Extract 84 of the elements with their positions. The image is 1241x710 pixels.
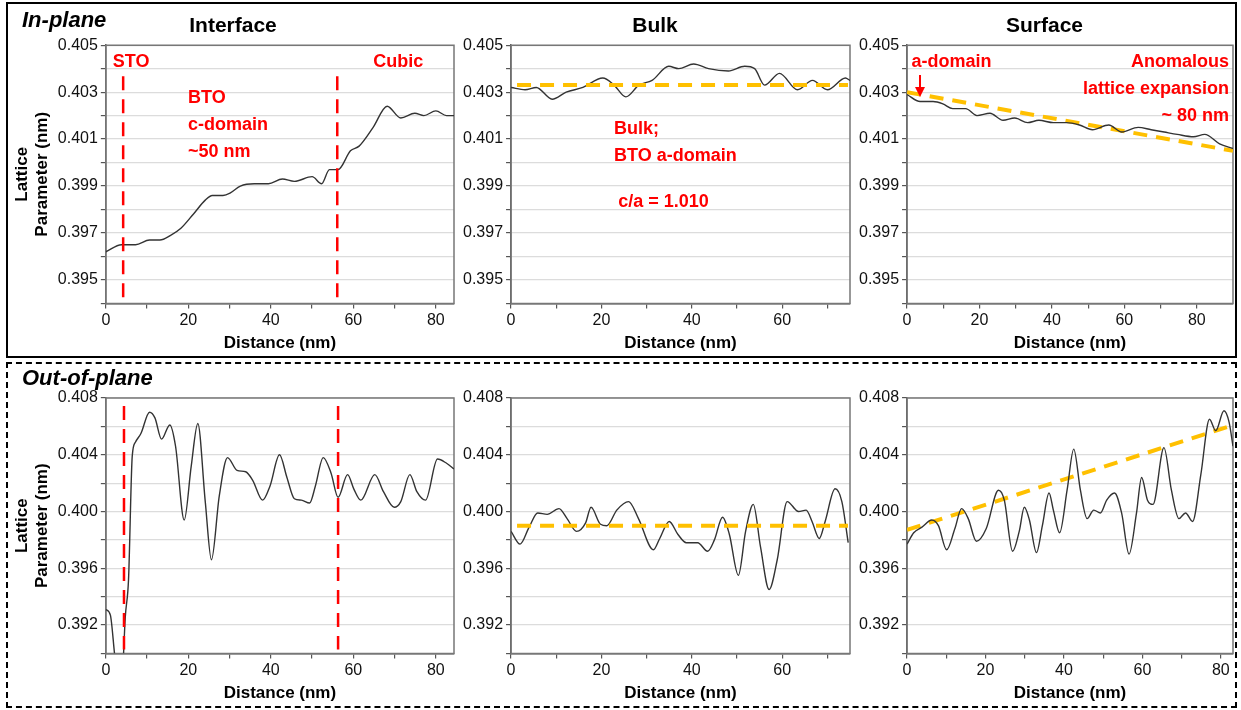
y-tick-label: 0.396 — [858, 558, 900, 576]
x-tick-label: 20 — [976, 661, 995, 679]
x-tick-label: 20 — [970, 311, 989, 329]
x-tick-label: 40 — [1055, 661, 1073, 679]
y-tick-label: 0.403 — [858, 82, 900, 100]
annotation: a-domain — [911, 50, 992, 71]
y-tick-label: 0.401 — [858, 129, 900, 147]
y-tick-label: 0.399 — [57, 176, 98, 194]
annotation: Anomalous lattice expansion ~ 80 nm — [1082, 50, 1229, 125]
x-tick-label: 40 — [682, 311, 701, 329]
x-axis-title: Distance (nm) — [1013, 333, 1127, 353]
y-tick-label: 0.396 — [57, 558, 98, 576]
y-axis-title: Lattice Parameter (nm) — [11, 463, 52, 589]
chart-title: Interface — [189, 13, 277, 37]
y-tick-label: 0.399 — [462, 176, 504, 194]
annotation: c/a = 1.010 — [618, 191, 709, 212]
y-tick-label: 0.399 — [858, 176, 900, 194]
y-tick-label: 0.408 — [462, 388, 504, 406]
y-tick-label: 0.405 — [462, 35, 504, 53]
annotation: STO — [112, 50, 150, 71]
y-tick-label: 0.397 — [57, 223, 98, 241]
y-tick-label: 0.403 — [57, 82, 98, 100]
chart-title: Surface — [1005, 13, 1084, 37]
x-tick-label: 80 — [1187, 311, 1206, 329]
y-tick-label: 0.405 — [858, 35, 900, 53]
y-tick-label: 0.396 — [462, 558, 504, 576]
line-series — [105, 105, 454, 253]
annotation: Bulk; BTO a-domain — [614, 118, 737, 166]
y-tick-label: 0.405 — [57, 35, 98, 53]
x-tick-label: 40 — [261, 661, 280, 679]
x-tick-label: 60 — [344, 661, 363, 679]
y-tick-label: 0.392 — [57, 615, 98, 633]
y-axis-title: Lattice Parameter (nm) — [11, 111, 52, 237]
x-tick-label: 80 — [426, 661, 445, 679]
y-tick-label: 0.404 — [462, 445, 504, 463]
x-tick-label: 20 — [592, 661, 611, 679]
x-axis-title: Distance (nm) — [223, 333, 337, 353]
x-tick-label: 0 — [902, 661, 912, 679]
x-tick-label: 0 — [101, 311, 111, 329]
x-tick-label: 60 — [773, 661, 792, 679]
chart-subtitle: Out-of-plane — [22, 365, 153, 391]
y-tick-label: 0.397 — [462, 223, 504, 241]
x-tick-label: 20 — [179, 661, 198, 679]
x-axis-title: Distance (nm) — [624, 683, 737, 703]
y-tick-label: 0.403 — [462, 82, 504, 100]
x-tick-label: 0 — [506, 661, 516, 679]
x-axis-title: Distance (nm) — [624, 333, 737, 353]
line-series — [511, 488, 849, 591]
y-tick-label: 0.404 — [858, 445, 900, 463]
x-tick-label: 0 — [506, 311, 516, 329]
annotation: BTO c-domain ~50 nm — [188, 87, 269, 162]
x-tick-label: 40 — [682, 661, 701, 679]
x-axis-title: Distance (nm) — [223, 683, 337, 703]
x-tick-label: 60 — [1133, 661, 1152, 679]
x-tick-label: 0 — [902, 311, 912, 329]
y-tick-label: 0.404 — [57, 445, 98, 463]
chart-title: Bulk — [632, 13, 679, 37]
y-tick-label: 0.395 — [462, 270, 504, 288]
y-tick-label: 0.401 — [462, 129, 504, 147]
y-tick-label: 0.400 — [858, 501, 900, 519]
y-tick-label: 0.401 — [57, 129, 98, 147]
line-series — [907, 410, 1233, 555]
line-series — [511, 63, 850, 100]
x-tick-label: 60 — [773, 311, 792, 329]
x-axis-title: Distance (nm) — [1013, 683, 1127, 703]
chart-subtitle: In-plane — [22, 7, 107, 33]
x-tick-label: 20 — [179, 311, 198, 329]
x-tick-label: 60 — [344, 311, 363, 329]
y-tick-label: 0.400 — [462, 501, 504, 519]
x-tick-label: 80 — [1211, 661, 1230, 679]
y-tick-label: 0.408 — [858, 388, 900, 406]
x-tick-label: 80 — [426, 311, 445, 329]
x-tick-label: 40 — [261, 311, 280, 329]
x-tick-label: 0 — [101, 661, 111, 679]
y-tick-label: 0.392 — [462, 615, 504, 633]
x-tick-label: 60 — [1115, 311, 1134, 329]
y-tick-label: 0.400 — [57, 501, 98, 519]
x-tick-label: 40 — [1043, 311, 1061, 329]
y-tick-label: 0.397 — [858, 223, 900, 241]
y-tick-label: 0.392 — [858, 615, 900, 633]
x-tick-label: 20 — [592, 311, 611, 329]
y-tick-label: 0.395 — [57, 270, 98, 288]
annotation: Cubic — [373, 50, 424, 71]
y-tick-label: 0.395 — [858, 270, 900, 288]
